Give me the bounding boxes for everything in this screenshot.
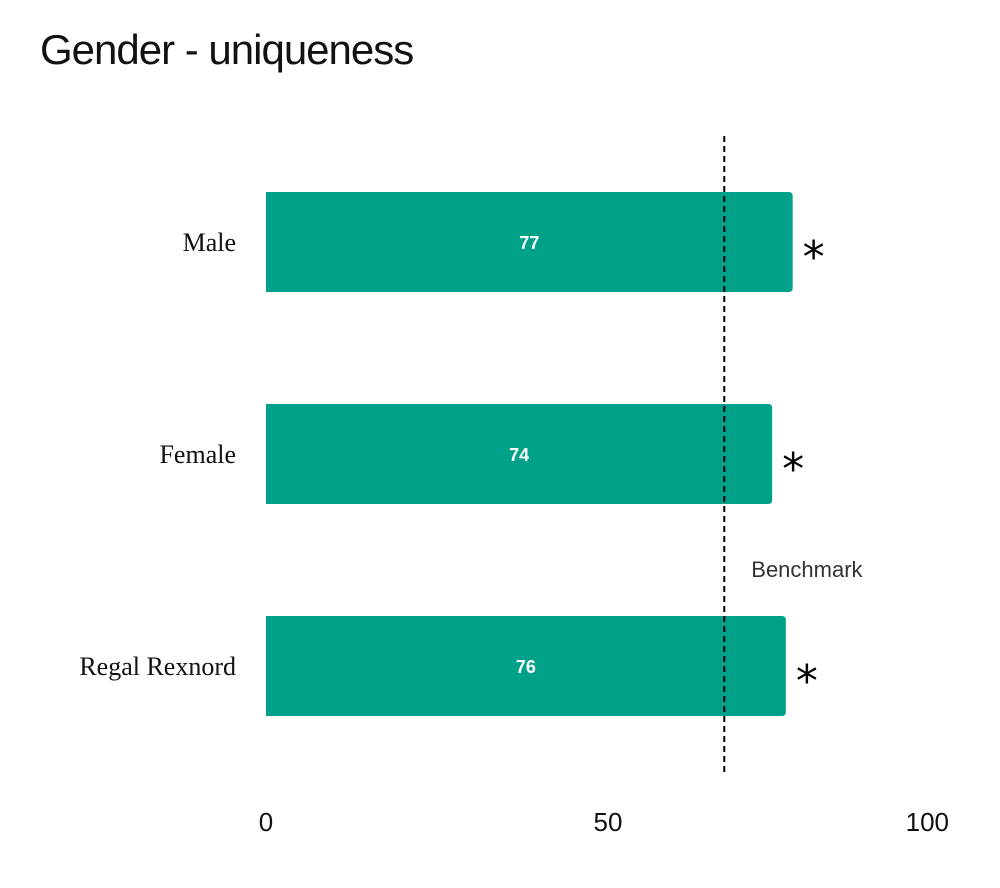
x-tick-label-1: 50 <box>594 807 623 837</box>
significance-mark-1: * <box>782 444 804 495</box>
bar-value-label-2: 76 <box>516 657 536 677</box>
significance-mark-0: * <box>803 232 825 283</box>
bar-value-label-0: 77 <box>519 233 539 253</box>
category-label-2: Regal Rexnord <box>79 652 236 681</box>
category-label-1: Female <box>159 440 236 469</box>
bars-layer: Male 77 * Female 74 * Regal Rexnord 76 * <box>79 192 825 716</box>
bar-0 <box>266 192 793 292</box>
bar-2 <box>266 616 786 716</box>
bar-value-label-1: 74 <box>509 445 529 465</box>
x-tick-label-0: 0 <box>259 807 273 837</box>
x-tick-label-2: 100 <box>906 807 949 837</box>
significance-mark-2: * <box>796 656 818 707</box>
category-label-0: Male <box>183 228 236 257</box>
x-axis: 0 50 100 <box>259 807 949 837</box>
benchmark-label: Benchmark <box>751 557 863 582</box>
bar-1 <box>266 404 773 504</box>
benchmark-layer: Benchmark <box>723 136 864 772</box>
chart-title: Gender - uniqueness <box>40 26 414 73</box>
